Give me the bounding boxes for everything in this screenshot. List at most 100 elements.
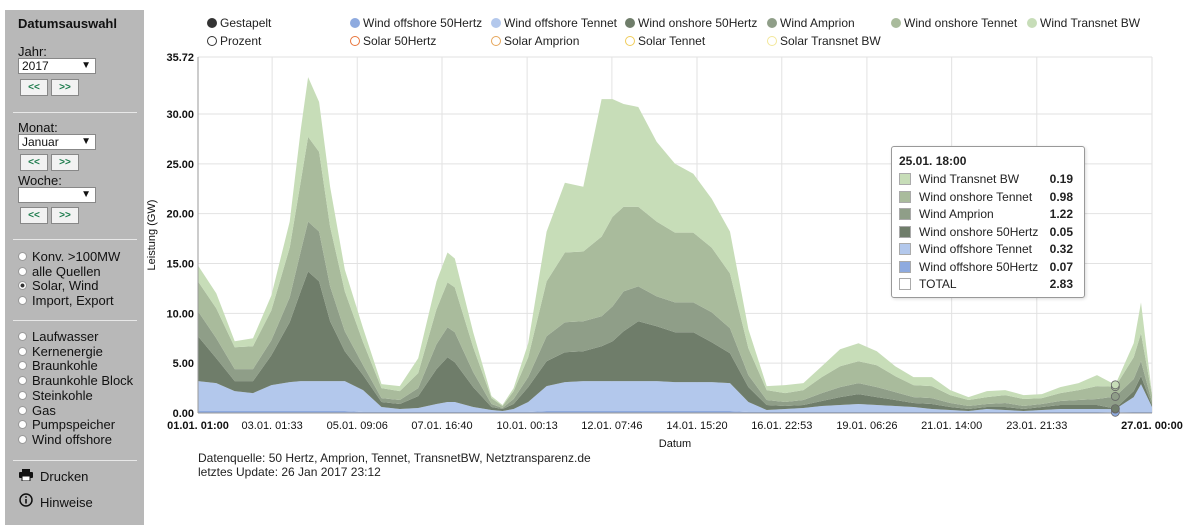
legend-marker-icon: [350, 18, 360, 28]
legend-item[interactable]: Solar Amprion: [491, 34, 579, 48]
radio-button[interactable]: [18, 266, 27, 276]
legend-marker-icon: [767, 18, 777, 28]
radio-button[interactable]: [18, 281, 27, 291]
radio-button[interactable]: [18, 346, 27, 356]
print-button[interactable]: Drucken: [18, 469, 88, 484]
dropdown-arrow-icon: ▼: [81, 136, 91, 147]
chart-tooltip: 25.01. 18:00 Wind Transnet BW 0.19 Wind on…: [891, 146, 1085, 298]
hints-label: Hinweise: [40, 495, 93, 510]
energy-type-label: Wind offshore: [32, 431, 112, 447]
radio-button[interactable]: [18, 361, 27, 371]
x-tick-label: 01.01. 01:00: [167, 420, 229, 432]
legend-label: Wind onshore 50Hertz: [638, 16, 758, 30]
radio-button[interactable]: [18, 390, 27, 400]
legend-label: Solar Amprion: [504, 34, 580, 48]
week-prev-button[interactable]: <<: [20, 207, 48, 224]
month-prev-button[interactable]: <<: [20, 154, 48, 171]
legend-marker-icon: [491, 36, 501, 46]
month-next-button[interactable]: >>: [51, 154, 79, 171]
legend-item[interactable]: Wind offshore 50Hertz: [350, 16, 482, 30]
print-label: Drucken: [40, 469, 89, 484]
year-prev-button[interactable]: <<: [20, 79, 48, 96]
radio-button[interactable]: [18, 376, 27, 386]
energy-type-option[interactable]: Braunkohle: [18, 359, 98, 373]
tooltip-swatch: [899, 278, 911, 290]
radio-button[interactable]: [18, 296, 27, 306]
legend-item[interactable]: Wind onshore 50Hertz: [625, 16, 757, 30]
legend-marker-icon: [207, 18, 217, 28]
week-label: Woche:: [18, 173, 62, 188]
radio-button[interactable]: [18, 332, 27, 341]
x-tick-label: 19.01. 06:26: [836, 420, 897, 432]
energy-type-label: Gas: [32, 402, 56, 418]
week-next-button[interactable]: >>: [51, 207, 79, 224]
tooltip-series-name: TOTAL: [919, 277, 957, 291]
energy-type-option[interactable]: Braunkohle Block: [18, 374, 133, 388]
energy-type-option[interactable]: Kernenergie: [18, 344, 103, 359]
date-selection-panel: Datumsauswahl Jahr: 2017 ▼ << >> Monat: …: [5, 10, 144, 525]
y-tick-label: 5.00: [173, 358, 194, 370]
hover-point: [1110, 404, 1120, 414]
legend-label: Solar 50Hertz: [363, 34, 437, 48]
week-select[interactable]: ▼: [18, 187, 96, 203]
legend-item[interactable]: Solar Transnet BW: [767, 34, 881, 48]
energy-type-option[interactable]: Steinkohle: [18, 387, 93, 403]
year-select[interactable]: 2017 ▼: [18, 58, 96, 74]
legend-label: Wind offshore Tennet: [504, 16, 617, 30]
x-tick-label: 27.01. 00:00: [1121, 420, 1183, 432]
tooltip-swatch: [899, 243, 911, 255]
panel-title: Datumsauswahl: [18, 16, 117, 31]
tooltip-row: TOTAL 2.83: [899, 276, 1079, 292]
month-select[interactable]: Januar ▼: [18, 134, 96, 150]
legend-item[interactable]: Solar 50Hertz: [350, 34, 436, 48]
x-tick-label: 16.01. 22:53: [751, 420, 812, 432]
tooltip-series-value: 0.19: [1049, 172, 1073, 186]
radio-button[interactable]: [18, 420, 27, 430]
hints-button[interactable]: Hinweise: [18, 493, 93, 510]
energy-type-option[interactable]: Laufwasser: [18, 330, 98, 344]
legend-item[interactable]: Wind offshore Tennet: [491, 16, 617, 30]
source-option-label: alle Quellen: [32, 263, 101, 279]
energy-type-option[interactable]: Pumpspeicher: [18, 418, 115, 432]
year-next-button[interactable]: >>: [51, 79, 79, 96]
source-option[interactable]: Konv. >100MW: [18, 250, 120, 264]
x-tick-label: 07.01. 16:40: [411, 420, 472, 432]
energy-type-label: Laufwasser: [32, 329, 99, 344]
radio-button[interactable]: [18, 405, 27, 415]
year-select-value: 2017: [22, 59, 49, 73]
legend-item[interactable]: Wind onshore Tennet: [891, 16, 1017, 30]
source-option[interactable]: alle Quellen: [18, 263, 101, 279]
x-tick-label: 21.01. 14:00: [921, 420, 982, 432]
y-tick-label: 10.00: [166, 308, 194, 320]
legend-marker-icon: [891, 18, 901, 28]
tooltip-swatch: [899, 260, 911, 273]
legend-marker-icon: [1027, 18, 1037, 28]
divider: [13, 112, 137, 113]
y-axis-title: Leistung (GW): [146, 200, 158, 271]
legend-label: Prozent: [220, 34, 262, 48]
legend-marker-icon: [767, 36, 777, 46]
energy-type-label: Steinkohle: [32, 387, 93, 403]
radio-button[interactable]: [18, 434, 27, 444]
legend-item[interactable]: Wind Transnet BW: [1027, 16, 1140, 30]
source-option[interactable]: Solar, Wind: [18, 279, 98, 293]
legend-item[interactable]: Prozent: [207, 34, 261, 48]
hover-point: [1110, 392, 1120, 401]
hover-point: [1110, 380, 1120, 390]
legend-item[interactable]: Wind Amprion: [767, 16, 855, 30]
tooltip-title: 25.01. 18:00: [899, 154, 967, 168]
source-option-label: Konv. >100MW: [32, 249, 121, 264]
legend-marker-icon: [350, 36, 360, 46]
divider: [13, 239, 137, 240]
dropdown-arrow-icon: ▼: [81, 189, 91, 200]
divider: [13, 320, 137, 321]
legend-item[interactable]: Gestapelt: [207, 16, 271, 30]
radio-button[interactable]: [18, 252, 27, 261]
energy-type-option[interactable]: Gas: [18, 402, 56, 418]
source-option[interactable]: Import, Export: [18, 294, 114, 308]
energy-type-option[interactable]: Wind offshore: [18, 431, 112, 447]
y-tick-label: 20.00: [166, 209, 194, 221]
legend-marker-icon: [625, 18, 635, 28]
legend-label: Wind offshore 50Hertz: [363, 16, 483, 30]
legend-item[interactable]: Solar Tennet: [625, 34, 705, 48]
